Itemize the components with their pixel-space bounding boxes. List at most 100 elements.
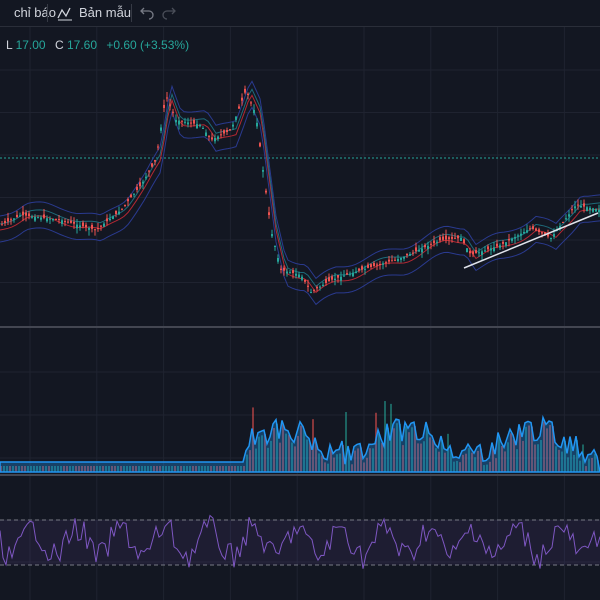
volume-bar	[345, 412, 347, 472]
candle-body	[163, 104, 165, 108]
candle-body	[430, 243, 432, 245]
candle-body	[106, 218, 108, 222]
volume-bar	[81, 466, 83, 472]
volume-bar	[528, 425, 530, 472]
candle-body	[37, 217, 39, 219]
volume-bar	[423, 441, 425, 472]
candle-body	[511, 238, 513, 241]
volume-bar	[432, 439, 434, 472]
volume-bar	[6, 466, 8, 472]
candle-body	[334, 278, 336, 281]
undo-button[interactable]	[140, 6, 154, 20]
candle-body	[415, 247, 417, 252]
low-label: L	[6, 38, 13, 52]
candle-body	[223, 130, 225, 134]
volume-bar	[249, 450, 251, 472]
volume-bar	[300, 425, 302, 472]
candle-body	[211, 137, 213, 140]
candle-body	[337, 275, 339, 278]
candle-body	[361, 266, 363, 270]
toolbar: chỉ báo Bản mẫu	[0, 0, 600, 27]
indicator-line	[0, 106, 600, 306]
volume-bar	[453, 461, 455, 472]
candle-body	[235, 116, 237, 120]
candle-body	[178, 120, 180, 125]
volume-bar	[378, 433, 380, 472]
volume-bar	[348, 450, 350, 472]
volume-bar	[315, 441, 317, 472]
candle-body	[46, 218, 48, 222]
volume-bar	[33, 466, 35, 472]
volume-bar	[48, 466, 50, 472]
candle-body	[142, 181, 144, 184]
volume-bar	[498, 436, 500, 472]
templates-icon[interactable]	[57, 5, 73, 21]
redo-button[interactable]	[162, 6, 176, 20]
volume-bar	[477, 450, 479, 472]
candle-body	[346, 273, 348, 275]
candle-body	[133, 193, 135, 195]
volume-bar	[420, 443, 422, 472]
candle-body	[586, 207, 588, 212]
candle-body	[181, 120, 183, 122]
volume-bar	[339, 453, 341, 472]
candle-body	[487, 246, 489, 250]
volume-bar	[531, 426, 533, 472]
candle-body	[505, 242, 507, 246]
candle-body	[565, 218, 567, 220]
candle-body	[190, 122, 192, 124]
volume-bar	[276, 423, 278, 472]
candle-body	[457, 235, 459, 239]
candle-body	[259, 143, 261, 147]
candle-body	[373, 263, 375, 267]
volume-bar	[108, 466, 110, 472]
volume-bar	[327, 463, 329, 472]
volume-bar	[474, 457, 476, 472]
volume-bar	[540, 440, 542, 472]
candle-body	[322, 284, 324, 287]
candle-body	[499, 245, 501, 248]
candle-body	[112, 216, 114, 220]
indicators-button[interactable]: chỉ báo	[14, 5, 56, 20]
volume-bar	[573, 454, 575, 472]
volume-bar	[36, 466, 38, 472]
indicator-line	[0, 80, 600, 280]
candle-body	[241, 97, 243, 101]
volume-bar	[303, 430, 305, 472]
candle-body	[94, 229, 96, 231]
candle-body	[514, 237, 516, 239]
volume-bar	[93, 466, 95, 472]
volume-bar	[3, 466, 5, 472]
volume-bar	[291, 442, 293, 472]
candle-body	[4, 220, 6, 223]
volume-bar	[213, 466, 215, 472]
candle-body	[409, 253, 411, 256]
volume-bar	[534, 444, 536, 472]
candle-body	[412, 252, 414, 254]
volume-bar	[234, 466, 236, 472]
trend-line	[463, 212, 599, 269]
volume-bar	[438, 451, 440, 472]
candle-body	[598, 209, 600, 213]
volume-bar	[69, 466, 71, 472]
candle-body	[205, 132, 207, 137]
volume-bar	[543, 421, 545, 472]
templates-button[interactable]: Bản mẫu	[79, 5, 132, 20]
candle-body	[382, 263, 384, 265]
candle-body	[493, 247, 495, 252]
volume-bar	[144, 466, 146, 472]
volume-bar	[516, 449, 518, 472]
candle-body	[268, 212, 270, 215]
candle-body	[67, 221, 69, 223]
volume-bar	[564, 440, 566, 472]
volume-bar	[507, 442, 509, 472]
volume-bar	[153, 466, 155, 472]
volume-bar	[471, 452, 473, 472]
volume-bar	[414, 426, 416, 472]
volume-bar	[18, 466, 20, 472]
close-label: C	[54, 38, 64, 52]
volume-bar	[78, 466, 80, 472]
candle-body	[274, 246, 276, 247]
candle-body	[226, 130, 228, 132]
volume-bar	[264, 434, 266, 472]
